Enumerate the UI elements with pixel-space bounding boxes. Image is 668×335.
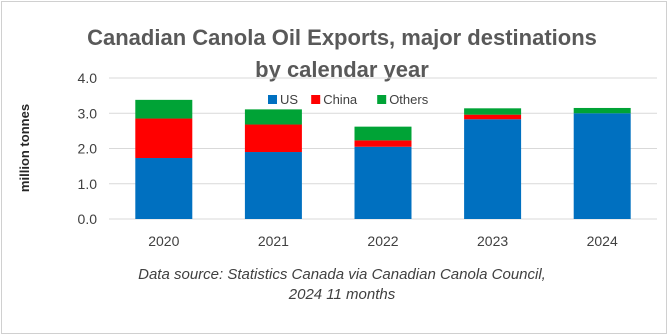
bar-others-2023: [464, 108, 522, 115]
legend-label-us: US: [280, 92, 298, 107]
legend-label-china: China: [323, 92, 358, 107]
x-tick-label: 2024: [587, 233, 618, 249]
bar-others-2022: [354, 126, 412, 141]
y-tick-label: 4.0: [78, 70, 98, 86]
bar-others-2020: [135, 99, 193, 119]
x-tick-label: 2020: [148, 233, 179, 249]
legend-swatch-others: [377, 95, 387, 104]
chart-title-line-1: Canadian Canola Oil Exports, major desti…: [87, 25, 597, 50]
bar-us-2020: [135, 158, 193, 219]
y-tick-label: 0.0: [78, 211, 98, 227]
x-tick-label: 2022: [367, 233, 398, 249]
y-axis-label: million tonnes: [17, 104, 32, 192]
bar-china-2022: [354, 140, 412, 147]
y-tick-label: 1.0: [78, 176, 98, 192]
bar-china-2020: [135, 118, 193, 159]
bar-others-2021: [244, 109, 302, 125]
source-note-line-1: Data source: Statistics Canada via Canad…: [138, 266, 546, 283]
legend: US China Others: [268, 92, 429, 107]
bar-others-2024: [573, 107, 631, 114]
bar-us-2021: [244, 152, 302, 219]
bar-china-2023: [464, 114, 522, 120]
axis-ticks: 0.0 1.0 2.0 3.0 4.0 2020 2021 2022 2023 2024: [78, 70, 618, 249]
x-tick-label: 2021: [258, 233, 289, 249]
legend-swatch-us: [268, 95, 277, 104]
legend-label-others: Others: [389, 92, 429, 107]
x-tick-label: 2023: [477, 233, 508, 249]
bar-us-2022: [354, 146, 412, 219]
legend-swatch-china: [311, 95, 321, 104]
bar-china-2021: [244, 124, 302, 153]
bar-us-2024: [573, 113, 631, 219]
bars: [135, 99, 631, 219]
y-tick-label: 3.0: [78, 105, 98, 121]
y-tick-label: 2.0: [78, 141, 98, 157]
bar-us-2023: [464, 119, 522, 219]
source-note-line-2: 2024 11 months: [288, 286, 396, 303]
